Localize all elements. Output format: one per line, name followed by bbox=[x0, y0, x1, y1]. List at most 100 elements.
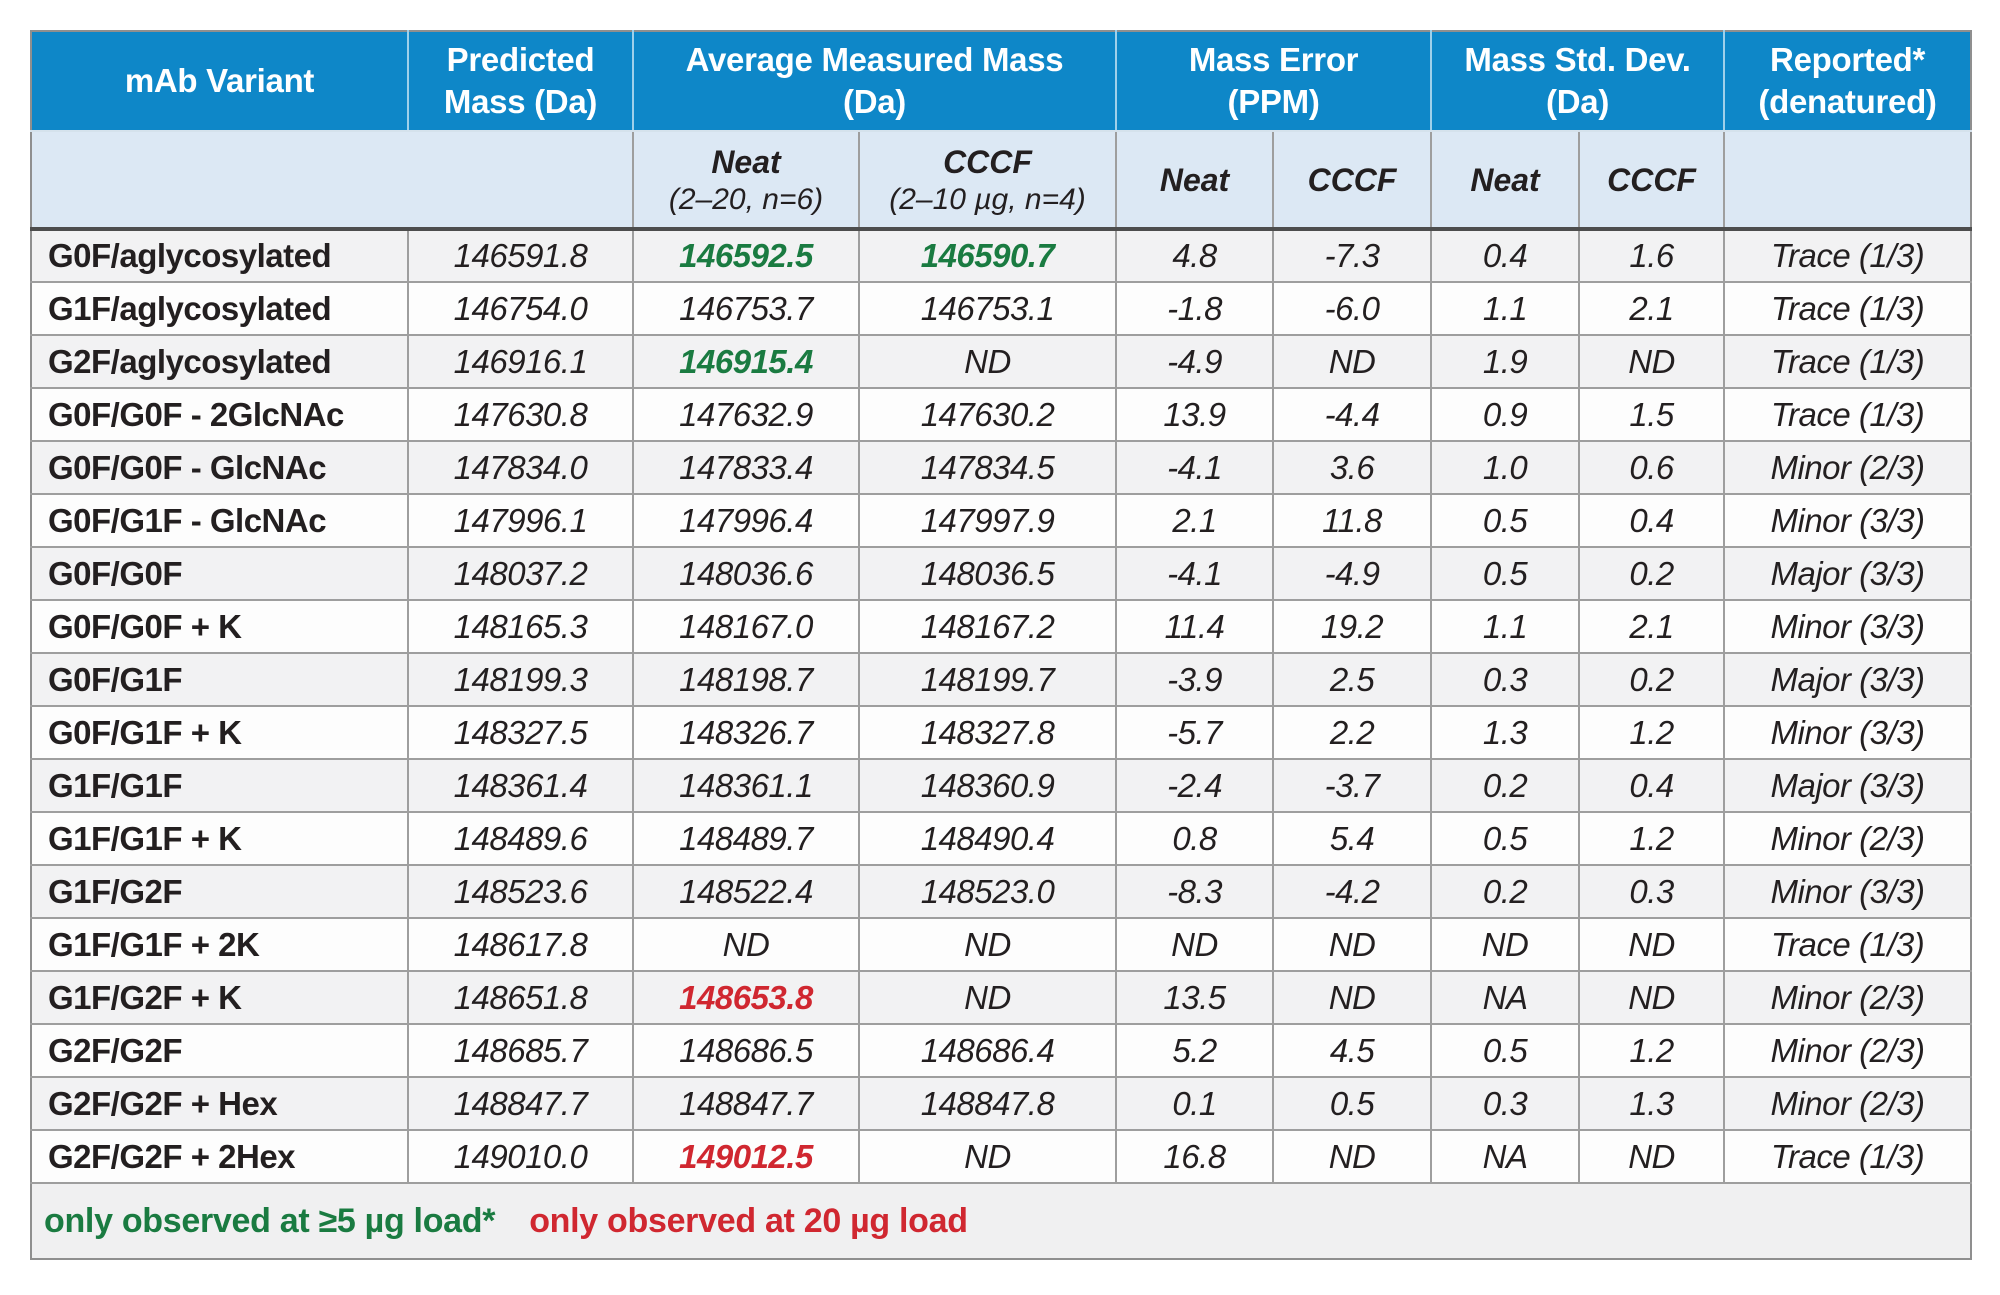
cell-std-dev-neat: NA bbox=[1431, 971, 1581, 1025]
cell-predicted-mass: 146754.0 bbox=[408, 282, 634, 336]
cell-variant: G0F/aglycosylated bbox=[31, 229, 409, 283]
table-row: G0F/aglycosylated 146591.8 146592.5 146590.… bbox=[31, 229, 1972, 283]
cell-variant: G0F/G1F + K bbox=[31, 706, 409, 760]
cell-std-dev-cccf: 0.4 bbox=[1579, 494, 1726, 548]
cell-std-dev-cccf: 0.4 bbox=[1579, 759, 1726, 813]
cell-neat-mass: 148326.7 bbox=[633, 706, 860, 760]
cell-mass-error-cccf: -3.7 bbox=[1273, 759, 1433, 813]
cell-predicted-mass: 148847.7 bbox=[408, 1077, 634, 1131]
subheader-error-neat: Neat bbox=[1116, 131, 1275, 231]
cell-std-dev-cccf: 1.6 bbox=[1579, 229, 1726, 283]
cell-mass-error-cccf: 0.5 bbox=[1273, 1077, 1433, 1131]
subheader-neat-measured: Neat (2–20, n=6) bbox=[633, 131, 860, 231]
cell-std-dev-cccf: 2.1 bbox=[1579, 282, 1726, 336]
cell-mass-error-cccf: -4.9 bbox=[1273, 547, 1433, 601]
cell-variant: G2F/aglycosylated bbox=[31, 335, 409, 389]
cell-reported: Minor (3/3) bbox=[1724, 494, 1972, 548]
table-row: G1F/aglycosylated 146754.0 146753.7 146753.… bbox=[31, 282, 1972, 336]
cell-cccf-mass: 146753.1 bbox=[859, 282, 1118, 336]
cell-cccf-mass: ND bbox=[859, 918, 1118, 972]
cell-mass-error-neat: 0.1 bbox=[1116, 1077, 1275, 1131]
cell-mass-error-neat: -4.1 bbox=[1116, 441, 1275, 495]
cell-mass-error-cccf: 2.2 bbox=[1273, 706, 1433, 760]
cell-mass-error-cccf: ND bbox=[1273, 335, 1433, 389]
cell-predicted-mass: 149010.0 bbox=[408, 1130, 634, 1184]
cell-neat-mass: 146915.4 bbox=[633, 335, 860, 389]
cell-predicted-mass: 147630.8 bbox=[408, 388, 634, 442]
cell-mass-error-cccf: 2.5 bbox=[1273, 653, 1433, 707]
cell-mass-error-neat: ND bbox=[1116, 918, 1275, 972]
cell-std-dev-cccf: 0.6 bbox=[1579, 441, 1726, 495]
cell-variant: G0F/G0F + K bbox=[31, 600, 409, 654]
subheader-neat-label: Neat bbox=[711, 143, 781, 180]
cell-cccf-mass: 148686.4 bbox=[859, 1024, 1118, 1078]
cell-mass-error-neat: -2.4 bbox=[1116, 759, 1275, 813]
cell-mass-error-neat: -4.1 bbox=[1116, 547, 1275, 601]
footnote-green: only observed at ≥5 µg load* bbox=[44, 1201, 496, 1240]
cell-neat-mass: 148198.7 bbox=[633, 653, 860, 707]
subheader-sd-cccf: CCCF bbox=[1579, 131, 1726, 231]
cell-neat-mass: 148686.5 bbox=[633, 1024, 860, 1078]
cell-std-dev-cccf: ND bbox=[1579, 335, 1726, 389]
cell-reported: Trace (1/3) bbox=[1724, 918, 1972, 972]
cell-mass-error-cccf: -4.4 bbox=[1273, 388, 1433, 442]
cell-reported: Major (3/3) bbox=[1724, 759, 1972, 813]
cell-variant: G0F/G1F - GlcNAc bbox=[31, 494, 409, 548]
subheader-empty-right bbox=[1724, 131, 1972, 231]
cell-neat-mass: 148847.7 bbox=[633, 1077, 860, 1131]
cell-std-dev-neat: 0.5 bbox=[1431, 1024, 1581, 1078]
highlighted-value: 146590.7 bbox=[920, 237, 1055, 274]
table-row: G2F/aglycosylated 146916.1 146915.4 ND -4.9 N… bbox=[31, 335, 1972, 389]
cell-std-dev-cccf: ND bbox=[1579, 1130, 1726, 1184]
table-row: G1F/G1F + 2K 148617.8 ND ND ND ND ND ND Trace (1… bbox=[31, 918, 1972, 972]
cell-predicted-mass: 148199.3 bbox=[408, 653, 634, 707]
cell-variant: G2F/G2F + Hex bbox=[31, 1077, 409, 1131]
cell-std-dev-cccf: 1.2 bbox=[1579, 1024, 1726, 1078]
cell-std-dev-neat: 0.3 bbox=[1431, 1077, 1581, 1131]
cell-variant: G1F/G2F bbox=[31, 865, 409, 919]
cell-reported: Major (3/3) bbox=[1724, 653, 1972, 707]
cell-predicted-mass: 148165.3 bbox=[408, 600, 634, 654]
cell-variant: G2F/G2F bbox=[31, 1024, 409, 1078]
table-body: G0F/aglycosylated 146591.8 146592.5 146590.… bbox=[31, 229, 1972, 1184]
cell-std-dev-neat: 0.3 bbox=[1431, 653, 1581, 707]
table-row: G1F/G1F 148361.4 148361.1 148360.9 -2.4 -3.7 0… bbox=[31, 759, 1972, 813]
cell-reported: Trace (1/3) bbox=[1724, 388, 1972, 442]
footnote-cell: only observed at ≥5 µg load* only observe… bbox=[31, 1183, 1972, 1259]
cell-neat-mass: 147632.9 bbox=[633, 388, 860, 442]
table-row: G2F/G2F 148685.7 148686.5 148686.4 5.2 4.5 0.5… bbox=[31, 1024, 1972, 1078]
cell-mass-error-neat: -4.9 bbox=[1116, 335, 1275, 389]
cell-reported: Trace (1/3) bbox=[1724, 229, 1972, 283]
cell-neat-mass: 146592.5 bbox=[633, 229, 860, 283]
header-row: mAb Variant Predicted Mass (Da) Average … bbox=[31, 31, 1972, 132]
cell-mass-error-neat: 16.8 bbox=[1116, 1130, 1275, 1184]
header-reported: Reported* (denatured) bbox=[1724, 31, 1972, 132]
cell-mass-error-neat: 13.5 bbox=[1116, 971, 1275, 1025]
footnote-red: only observed at 20 µg load bbox=[529, 1201, 968, 1240]
cell-reported: Minor (3/3) bbox=[1724, 600, 1972, 654]
cell-neat-mass: 149012.5 bbox=[633, 1130, 860, 1184]
cell-mass-error-neat: 4.8 bbox=[1116, 229, 1275, 283]
cell-mass-error-cccf: -4.2 bbox=[1273, 865, 1433, 919]
cell-reported: Trace (1/3) bbox=[1724, 1130, 1972, 1184]
cell-reported: Minor (2/3) bbox=[1724, 1024, 1972, 1078]
cell-cccf-mass: 148036.5 bbox=[859, 547, 1118, 601]
cell-cccf-mass: 146590.7 bbox=[859, 229, 1118, 283]
cell-std-dev-neat: NA bbox=[1431, 1130, 1581, 1184]
subheader-row: Neat (2–20, n=6) CCCF (2–10 µg, n=4) Nea… bbox=[31, 131, 1972, 231]
cell-std-dev-cccf: 1.3 bbox=[1579, 1077, 1726, 1131]
cell-predicted-mass: 148685.7 bbox=[408, 1024, 634, 1078]
cell-predicted-mass: 148617.8 bbox=[408, 918, 634, 972]
cell-reported: Minor (2/3) bbox=[1724, 812, 1972, 866]
cell-predicted-mass: 148651.8 bbox=[408, 971, 634, 1025]
cell-mass-error-cccf: 4.5 bbox=[1273, 1024, 1433, 1078]
table-row: G0F/G1F - GlcNAc 147996.1 147996.4 147997.9… bbox=[31, 494, 1972, 548]
table-row: G1F/G1F + K 148489.6 148489.7 148490.4 0.8 5.… bbox=[31, 812, 1972, 866]
cell-mass-error-neat: 13.9 bbox=[1116, 388, 1275, 442]
cell-mass-error-neat: 2.1 bbox=[1116, 494, 1275, 548]
cell-cccf-mass: ND bbox=[859, 1130, 1118, 1184]
cell-predicted-mass: 148523.6 bbox=[408, 865, 634, 919]
cell-neat-mass: 148036.6 bbox=[633, 547, 860, 601]
footnote-row: only observed at ≥5 µg load* only observe… bbox=[31, 1183, 1972, 1259]
cell-predicted-mass: 147834.0 bbox=[408, 441, 634, 495]
